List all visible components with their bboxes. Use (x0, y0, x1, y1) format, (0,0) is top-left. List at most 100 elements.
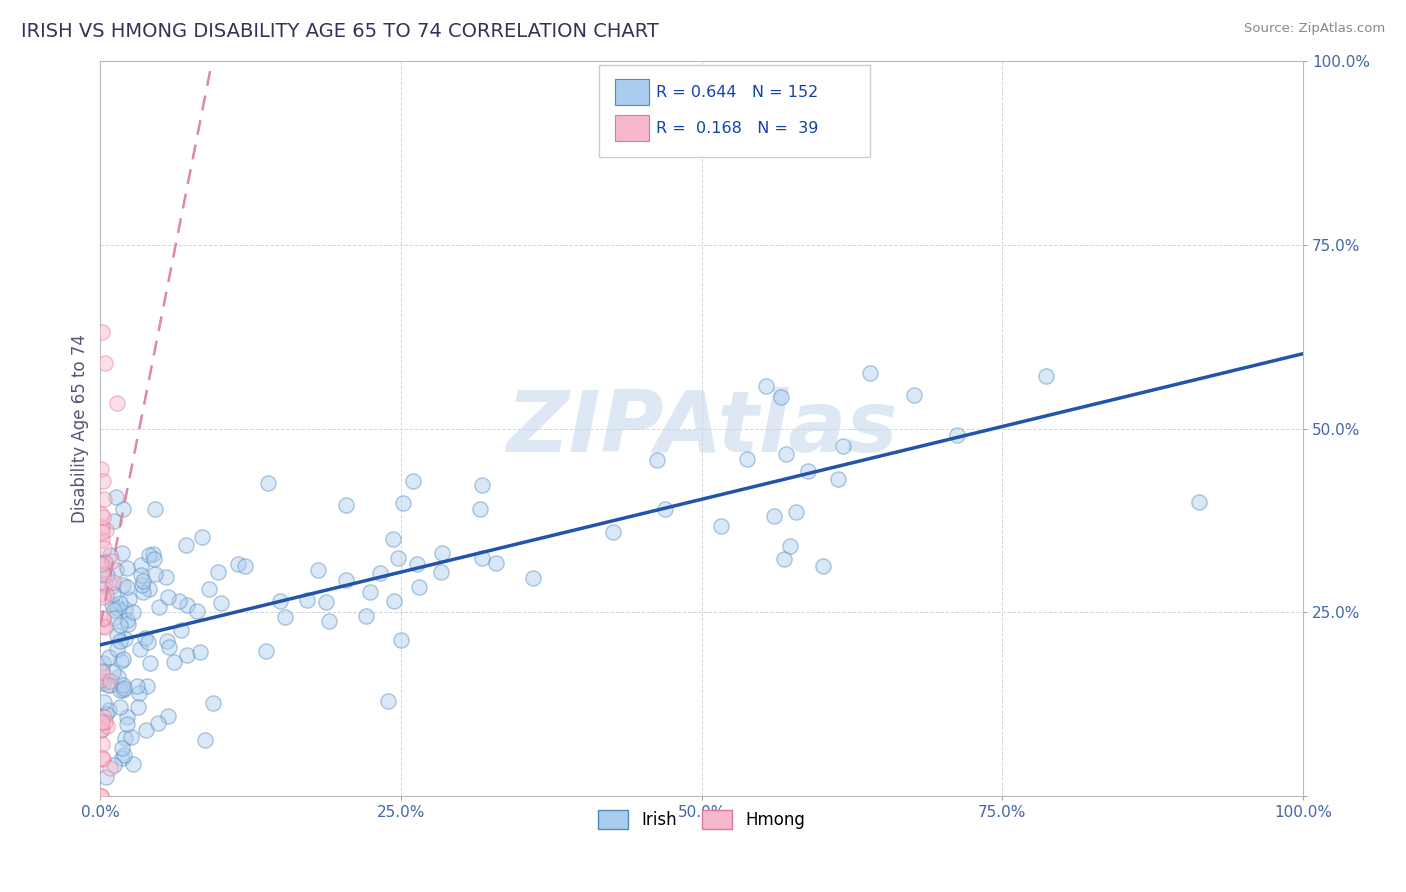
Point (105, 641, 128, 656)
Point (108, 618, 131, 632)
Point (91, 752, 114, 766)
Point (121, 605, 143, 619)
Point (796, 463, 818, 477)
Point (188, 645, 211, 659)
Point (257, 475, 280, 490)
Point (101, 665, 124, 679)
Point (117, 617, 139, 632)
Point (90, 789, 112, 803)
Point (186, 604, 208, 618)
Point (112, 682, 135, 697)
Point (103, 603, 125, 617)
Point (96, 718, 118, 732)
Point (763, 509, 786, 524)
Point (93, 710, 115, 724)
Point (90, 508, 112, 522)
Point (377, 694, 399, 708)
Point (91, 737, 114, 751)
Point (108, 634, 131, 648)
Point (170, 623, 193, 637)
Point (226, 558, 249, 572)
Point (167, 594, 190, 608)
Point (90, 533, 112, 547)
Point (769, 390, 792, 404)
Point (89, 673, 111, 687)
Point (90, 558, 112, 572)
Point (387, 551, 409, 566)
Point (522, 571, 544, 585)
Point (775, 447, 797, 461)
Point (127, 700, 149, 714)
Point (315, 594, 337, 608)
Point (105, 628, 128, 642)
Point (1035, 368, 1057, 383)
Point (107, 670, 129, 684)
Point (98, 703, 121, 717)
Point (132, 574, 155, 588)
Point (136, 634, 159, 648)
Point (131, 578, 153, 592)
Point (114, 731, 136, 745)
Point (90, 722, 112, 736)
Point (90, 462, 112, 476)
Point (96, 567, 118, 582)
Point (382, 594, 405, 608)
Point (115, 717, 138, 731)
Point (104, 490, 127, 504)
Point (146, 716, 169, 731)
Point (94, 576, 117, 591)
Point (94, 715, 117, 730)
Point (103, 611, 125, 625)
Point (114, 602, 136, 616)
Point (94, 770, 117, 784)
Point (91, 619, 114, 633)
Point (197, 582, 219, 596)
Point (91, 566, 114, 581)
Point (155, 570, 177, 584)
Point (811, 558, 834, 573)
Point (194, 733, 217, 747)
Point (785, 505, 807, 519)
Point (335, 498, 357, 512)
Point (90, 665, 112, 679)
Point (471, 550, 494, 565)
Point (90, 520, 112, 534)
Point (131, 558, 153, 572)
Point (111, 678, 134, 692)
Point (157, 640, 180, 654)
Point (273, 609, 295, 624)
Point (91, 665, 114, 679)
Point (125, 679, 148, 693)
Point (97, 649, 120, 664)
Point (128, 686, 150, 700)
Point (98, 548, 121, 562)
Point (111, 546, 134, 560)
Point (645, 453, 668, 467)
Point (406, 558, 429, 572)
Point (91, 525, 114, 540)
Text: IRISH VS HMONG DISABILITY AGE 65 TO 74 CORRELATION CHART: IRISH VS HMONG DISABILITY AGE 65 TO 74 C… (21, 22, 659, 41)
Point (354, 609, 377, 624)
Point (91, 611, 114, 625)
Point (96, 588, 118, 602)
Point (112, 578, 135, 592)
Point (773, 552, 796, 566)
Point (105, 563, 128, 577)
Text: R =  0.168   N =  39: R = 0.168 N = 39 (657, 120, 818, 136)
Point (176, 598, 198, 612)
Point (233, 558, 256, 573)
Point (118, 592, 141, 607)
Point (93, 556, 115, 570)
Point (156, 634, 179, 648)
Point (859, 366, 882, 380)
Point (120, 731, 142, 745)
Point (156, 590, 179, 604)
Point (134, 631, 156, 645)
Point (191, 530, 214, 544)
Point (98, 678, 121, 692)
Point (254, 644, 277, 658)
Point (142, 547, 165, 561)
Point (710, 519, 733, 533)
Point (318, 614, 340, 628)
Point (139, 656, 162, 670)
